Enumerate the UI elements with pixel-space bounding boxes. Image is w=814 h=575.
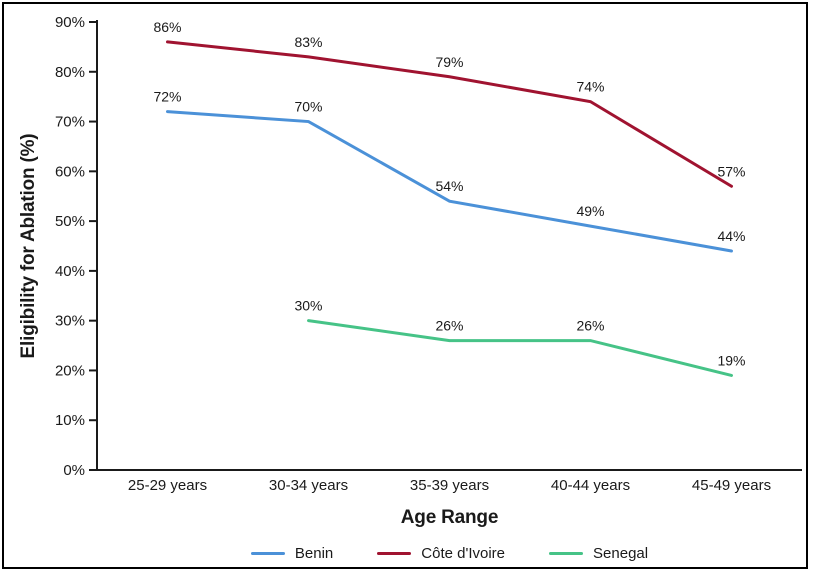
series-line-benin xyxy=(166,110,733,253)
data-label-benin: 49% xyxy=(576,203,604,219)
legend-swatch-cote-d-ivoire xyxy=(377,552,412,555)
data-label-cote-d-ivoire: 57% xyxy=(717,163,745,179)
y-tick-label: 50% xyxy=(55,213,85,230)
data-label-senegal: 30% xyxy=(294,298,322,314)
line-chart: 0% 10% 20% 30% 40% 50% 60% 70% 80% 90% 25-29 years… xyxy=(55,14,802,494)
legend-label-cote-d-ivoire: Côte d'Ivoire xyxy=(421,545,506,562)
data-label-senegal: 19% xyxy=(717,352,745,368)
x-axis-title: Age Range xyxy=(400,507,499,528)
y-tick-label: 60% xyxy=(55,163,85,180)
x-tick-label: 30-34 years xyxy=(269,477,348,494)
y-tick-label: 20% xyxy=(55,362,85,379)
y-tick-label: 90% xyxy=(55,14,85,31)
legend-label-benin: Benin xyxy=(294,545,334,562)
data-label-benin: 44% xyxy=(717,228,745,244)
y-tick-label: 70% xyxy=(55,114,85,131)
y-tick-label: 40% xyxy=(55,263,85,280)
x-tick-label: 40-44 years xyxy=(551,477,630,494)
data-label-benin: 70% xyxy=(294,99,322,115)
y-tick-label: 80% xyxy=(55,64,85,81)
series-line-cote-d-ivoire xyxy=(166,40,733,188)
legend-label-senegal: Senegal xyxy=(593,545,649,562)
legend-swatch-benin xyxy=(250,552,285,555)
x-tick-label: 25-29 years xyxy=(128,477,207,494)
x-tick-label: 45-49 years xyxy=(692,477,771,494)
x-tick-label: 35-39 years xyxy=(410,477,489,494)
data-label-senegal: 26% xyxy=(576,318,604,334)
data-label-cote-d-ivoire: 74% xyxy=(576,79,604,95)
data-label-benin: 72% xyxy=(153,89,181,105)
data-label-cote-d-ivoire: 86% xyxy=(153,19,181,35)
legend-item-cote-d-ivoire: Côte d'Ivoire xyxy=(377,545,505,562)
y-axis-title: Eligibility for Ablation (%) xyxy=(18,133,39,359)
legend-item-benin: Benin xyxy=(250,545,334,562)
data-label-senegal: 26% xyxy=(435,318,463,334)
legend-item-senegal: Senegal xyxy=(549,545,648,562)
series-line-senegal xyxy=(307,319,733,377)
legend: Benin Côte d'Ivoire Senegal xyxy=(97,545,802,562)
y-tick-label: 10% xyxy=(55,412,85,429)
figure-frame: 0% 10% 20% 30% 40% 50% 60% 70% 80% 90% 25-29 years… xyxy=(2,2,808,569)
data-label-benin: 54% xyxy=(435,178,463,194)
legend-swatch-senegal xyxy=(549,552,584,555)
y-tick-label: 30% xyxy=(55,313,85,330)
y-tick-label: 0% xyxy=(63,462,85,479)
data-label-cote-d-ivoire: 79% xyxy=(435,54,463,70)
data-label-cote-d-ivoire: 83% xyxy=(294,34,322,50)
